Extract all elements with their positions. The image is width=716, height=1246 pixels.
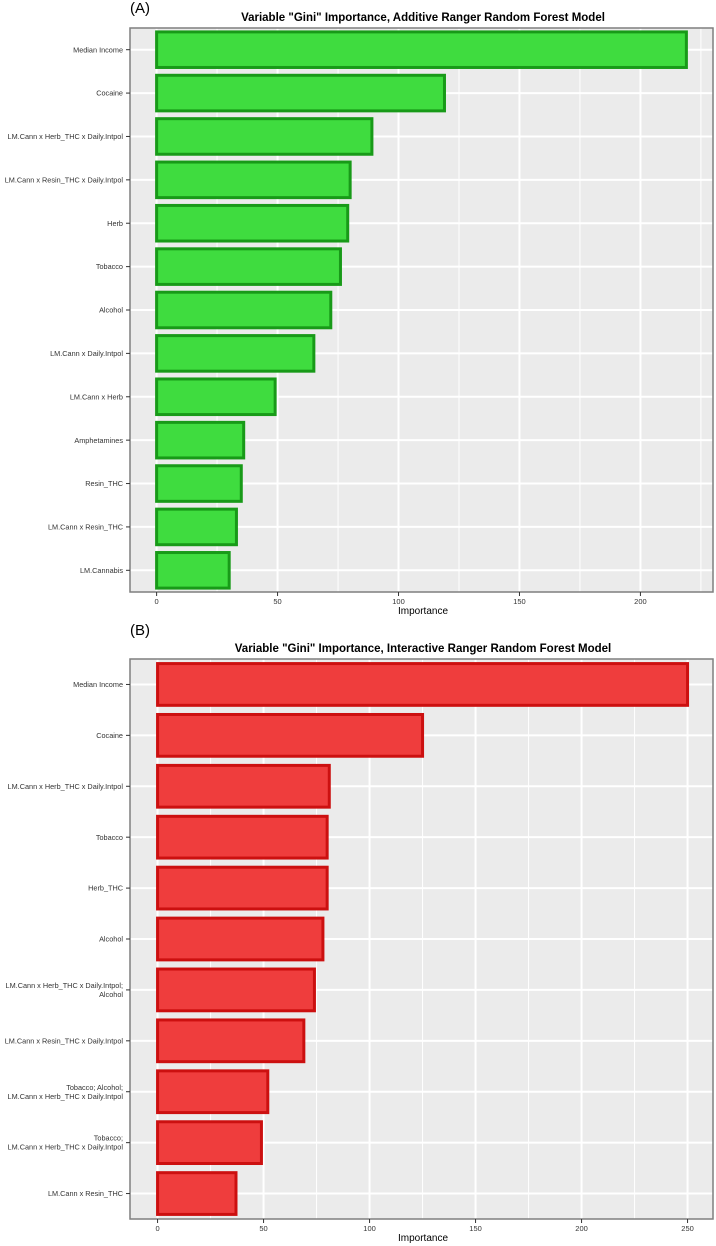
bar xyxy=(156,967,316,1013)
x-tick-label: 100 xyxy=(392,597,405,606)
bar xyxy=(156,1171,238,1216)
bar xyxy=(155,117,374,156)
bar-chart: Median Income Cocaine LM.Cann x Herb_THC x… xyxy=(5,658,714,1233)
bar xyxy=(155,507,238,547)
x-axis-label: Importance xyxy=(397,606,449,617)
y-tick-label: LM.Cann x Resin_THC x Daily.Intpol xyxy=(5,175,124,184)
x-tick-label: 150 xyxy=(513,597,526,606)
x-tick-label: 150 xyxy=(469,1224,482,1233)
chart-panel-a: (A) Variable "Gini" Importance, Additive… xyxy=(0,0,716,617)
y-tick-label: LM.Cann x Herb_THC x Daily.Intpol; Alcoho… xyxy=(6,981,124,999)
bar xyxy=(156,865,329,911)
bar xyxy=(156,662,690,707)
bar xyxy=(155,334,316,373)
x-tick-label: 250 xyxy=(681,1224,694,1233)
bar xyxy=(156,1069,270,1115)
y-tick-label: LM.Cann x Resin_THC xyxy=(48,1189,123,1198)
x-tick-label: 0 xyxy=(155,1224,159,1233)
bar-chart: Median Income Cocaine LM.Cann x Herb_THC x… xyxy=(5,27,714,606)
y-tick-label: Tobacco; LM.Cann x Herb_THC x Daily.Intpo… xyxy=(8,1134,124,1152)
y-tick-label: Alcohol xyxy=(99,306,123,315)
panel-label: (B) xyxy=(130,622,150,639)
x-tick-label: 0 xyxy=(155,597,159,606)
x-tick-label: 100 xyxy=(363,1224,376,1233)
y-tick-label: LM.Cann x Daily.Intpol xyxy=(50,349,123,358)
bar xyxy=(155,290,333,330)
x-tick-label: 200 xyxy=(575,1224,588,1233)
y-tick-label: LM.Cann x Herb xyxy=(70,392,123,401)
bar xyxy=(155,551,231,590)
y-tick-label: Herb_THC xyxy=(88,884,123,893)
bar xyxy=(156,916,325,962)
bar xyxy=(156,1120,263,1166)
y-tick-label: Herb xyxy=(107,219,123,228)
y-tick-label: Median Income xyxy=(73,45,123,54)
y-tick-label: Alcohol xyxy=(99,935,123,944)
chart-title: Variable "Gini" Importance, Additive Ran… xyxy=(241,12,605,24)
y-tick-label: Median Income xyxy=(73,680,123,689)
y-tick-label: Cocaine xyxy=(96,731,123,740)
y-tick-label: LM.Cann x Herb_THC x Daily.Intpol xyxy=(8,132,124,141)
x-tick-label: 200 xyxy=(634,597,647,606)
bar xyxy=(155,203,350,243)
chart-panel-b: (B) Variable "Gini" Importance, Interact… xyxy=(0,622,716,1246)
y-tick-label: Tobacco; Alcohol; LM.Cann x Herb_THC x Da… xyxy=(8,1083,124,1101)
x-axis-label: Importance xyxy=(397,1233,449,1244)
y-tick-label: LM.Cann x Resin_THC x Daily.Intpol xyxy=(5,1036,124,1045)
bar xyxy=(155,247,342,286)
bar xyxy=(155,160,352,200)
bar xyxy=(155,464,243,503)
panel-label: (A) xyxy=(130,0,150,17)
bar xyxy=(156,763,331,809)
y-tick-label: Amphetamines xyxy=(74,436,123,445)
bar xyxy=(156,712,425,758)
y-tick-label: Tobacco xyxy=(96,262,123,271)
bar xyxy=(155,30,688,69)
y-tick-label: Resin_THC xyxy=(85,479,123,488)
bar xyxy=(156,1018,306,1064)
bar xyxy=(155,73,446,113)
x-tick-label: 50 xyxy=(273,597,281,606)
x-tick-label: 50 xyxy=(259,1224,267,1233)
y-tick-label: LM.Cann x Herb_THC x Daily.Intpol xyxy=(8,782,124,791)
y-tick-label: LM.Cann x Resin_THC xyxy=(48,523,123,532)
y-tick-label: Cocaine xyxy=(96,89,123,98)
y-tick-label: Tobacco xyxy=(96,833,123,842)
bar xyxy=(156,814,329,860)
chart-title: Variable "Gini" Importance, Interactive … xyxy=(234,643,612,655)
bar xyxy=(155,420,246,460)
y-tick-label: LM.Cannabis xyxy=(80,566,123,575)
bar xyxy=(155,377,277,417)
